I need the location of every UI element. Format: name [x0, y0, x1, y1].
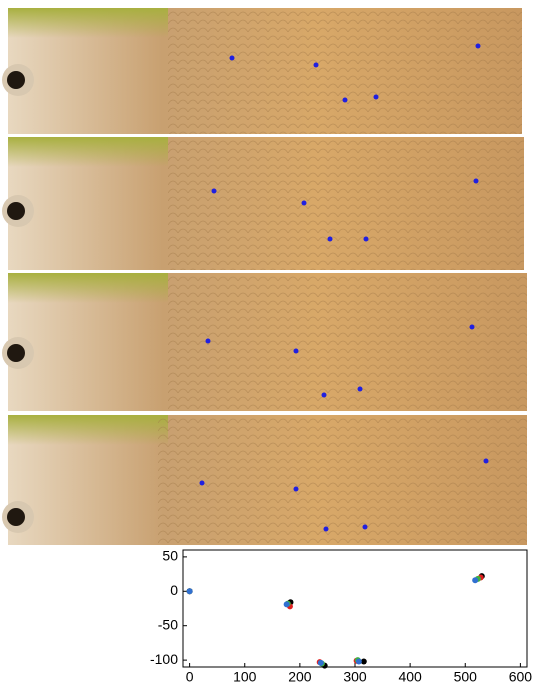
point — [284, 601, 290, 607]
x-tick-label: 100 — [233, 669, 257, 685]
y-tick-label: 0 — [170, 582, 178, 598]
y-tick-label: -50 — [158, 616, 178, 632]
plot-frame — [183, 550, 527, 667]
point — [356, 658, 362, 664]
x-tick-label: 300 — [343, 669, 367, 685]
figure: 0100200300400500600500-50-100 — [0, 0, 537, 687]
photo-panels — [2, 8, 527, 545]
x-tick-label: 200 — [288, 669, 312, 685]
y-tick-label: 50 — [162, 548, 178, 564]
point — [318, 660, 324, 666]
x-tick-label: 500 — [454, 669, 478, 685]
x-tick-label: 0 — [186, 669, 194, 685]
point — [472, 577, 478, 583]
y-tick-label: -100 — [150, 651, 178, 667]
x-tick-label: 400 — [398, 669, 422, 685]
x-tick-label: 600 — [509, 669, 533, 685]
point — [187, 588, 193, 594]
